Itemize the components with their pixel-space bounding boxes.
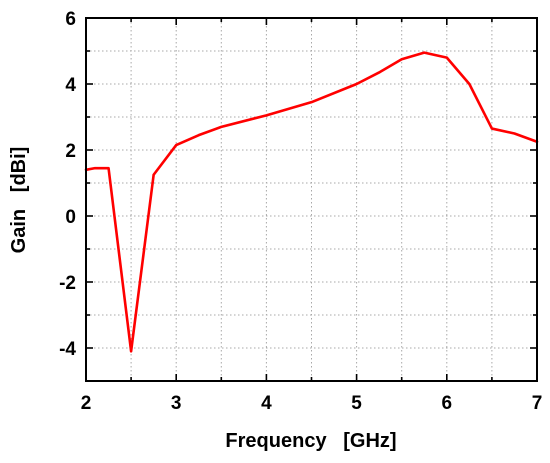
y-axis-label: Gain [dBi]	[8, 147, 30, 254]
y-tick-label: -4	[59, 339, 76, 360]
x-tick-label: 3	[171, 393, 182, 414]
series-line-1	[84, 51, 539, 353]
axis-ticks	[85, 17, 538, 382]
grid-lines	[86, 18, 537, 381]
x-axis-label: Frequency [GHz]	[225, 430, 396, 452]
y-tick-label: 6	[65, 9, 76, 30]
y-tick-label: 0	[65, 207, 76, 228]
x-tick-label: 4	[261, 393, 272, 414]
x-tick-label: 2	[81, 393, 92, 414]
series-layer	[84, 51, 539, 353]
tick-labels: 2 3 4 5 6 7 -4 -2 0 2 4 6	[59, 9, 542, 414]
x-tick-label: 5	[351, 393, 362, 414]
x-tick-label: 6	[442, 393, 453, 414]
y-tick-label: -2	[59, 273, 76, 294]
x-tick-label: 7	[532, 393, 543, 414]
y-tick-label: 4	[65, 75, 76, 96]
y-tick-label: 2	[65, 141, 76, 162]
